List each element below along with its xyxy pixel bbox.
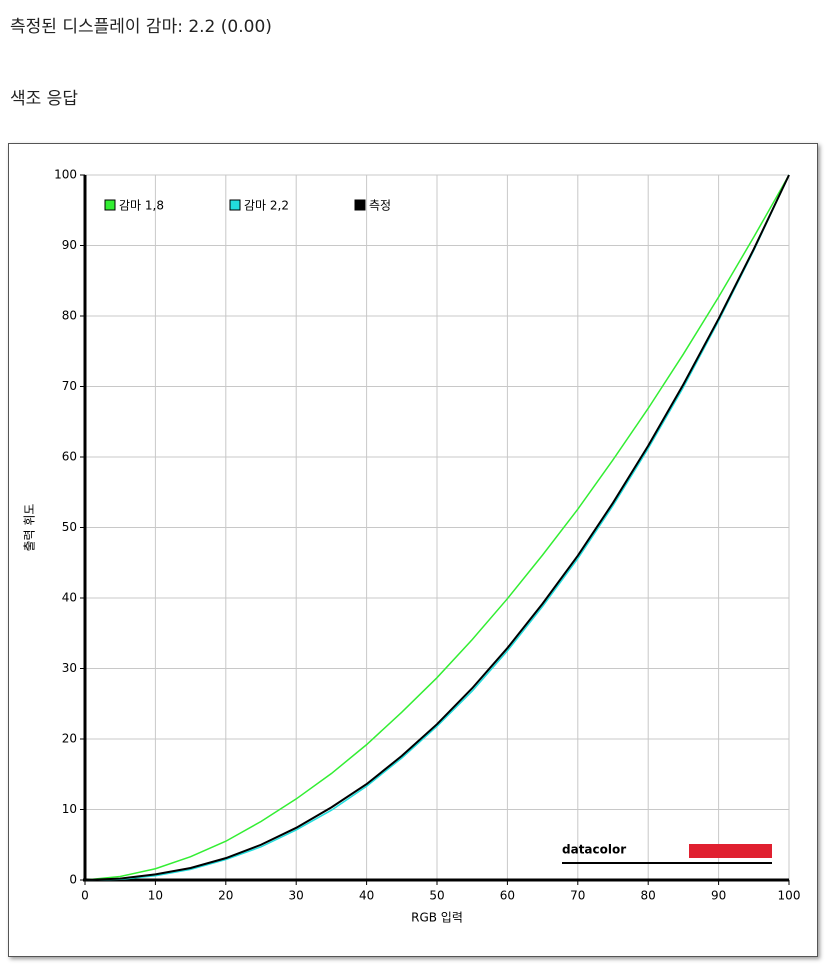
x-tick-label: 60 xyxy=(500,889,515,903)
y-tick-label: 50 xyxy=(62,520,77,534)
section-title: 색조 응답 xyxy=(10,89,78,109)
logo-text: datacolor xyxy=(562,843,626,857)
x-tick-label: 100 xyxy=(778,889,801,903)
legend-label: 감마 2,2 xyxy=(244,199,289,213)
y-tick-label: 60 xyxy=(62,450,77,464)
x-tick-label: 20 xyxy=(218,889,233,903)
y-tick-label: 70 xyxy=(62,379,77,393)
legend-swatch xyxy=(229,199,241,211)
legend-swatch xyxy=(104,199,116,211)
y-tick-label: 20 xyxy=(62,732,77,746)
chart-frame xyxy=(8,143,818,957)
y-tick-label: 0 xyxy=(69,873,77,887)
series-line xyxy=(84,174,790,881)
x-tick-label: 80 xyxy=(641,889,656,903)
series-line xyxy=(84,174,790,881)
legend-label: 측정 xyxy=(369,199,391,213)
y-tick-label: 100 xyxy=(54,168,77,182)
x-axis-title: RGB 입력 xyxy=(411,911,463,925)
y-tick-label: 90 xyxy=(62,238,77,252)
legend-label: 감마 1,8 xyxy=(119,199,164,213)
logo-bar xyxy=(689,844,772,858)
x-tick-label: 50 xyxy=(429,889,444,903)
x-tick-label: 0 xyxy=(81,889,89,903)
x-tick-label: 30 xyxy=(289,889,304,903)
y-axis-title: 출력 휘도 xyxy=(23,504,37,552)
y-tick-label: 80 xyxy=(62,309,77,323)
series-line xyxy=(84,174,790,881)
x-tick-label: 40 xyxy=(359,889,374,903)
y-tick-label: 40 xyxy=(62,591,77,605)
legend-swatch xyxy=(354,199,366,211)
heading: 측정된 디스플레이 감마: 2.2 (0.00) xyxy=(10,17,272,37)
y-tick-label: 30 xyxy=(62,661,77,675)
x-tick-label: 10 xyxy=(148,889,163,903)
x-tick-label: 70 xyxy=(570,889,585,903)
x-tick-label: 90 xyxy=(711,889,726,903)
y-tick-label: 10 xyxy=(62,802,77,816)
